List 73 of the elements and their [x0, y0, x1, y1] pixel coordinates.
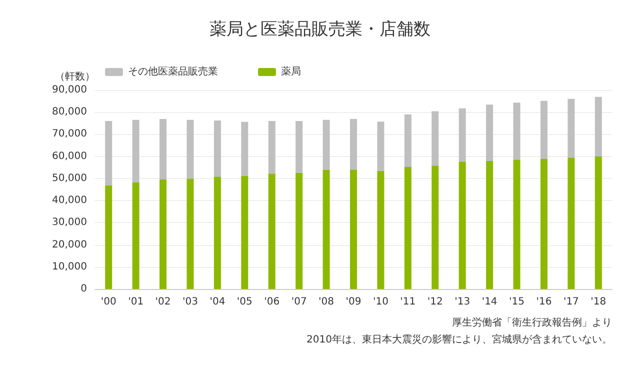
x-tick-label: '01 — [128, 296, 144, 308]
bar — [486, 104, 494, 161]
legend-label: その他医薬品販売業 — [128, 66, 218, 78]
x-tick-label: '09 — [346, 296, 362, 308]
x-tick-label: '06 — [264, 296, 280, 308]
y-tick-label: 20,000 — [52, 239, 87, 250]
bar — [132, 182, 140, 289]
bar — [458, 108, 466, 162]
bar — [214, 176, 221, 289]
bar — [377, 170, 384, 289]
x-tick-label: '05 — [236, 296, 252, 308]
y-tick-label: 10,000 — [52, 261, 87, 272]
x-tick-label: '14 — [482, 296, 498, 308]
bar — [486, 160, 494, 289]
y-tick-label: 90,000 — [52, 84, 87, 96]
bar — [404, 114, 412, 167]
bar — [458, 162, 466, 289]
text: 厚生労働省「衛生行政報告例」より — [452, 316, 612, 328]
x-tick-label: '13 — [454, 296, 470, 308]
x-tick-label: '07 — [291, 296, 307, 308]
x-tick-label: '10 — [372, 296, 388, 308]
bar — [268, 120, 276, 174]
bar — [160, 180, 167, 289]
bar — [322, 170, 330, 289]
y-tick-label: 80,000 — [52, 106, 87, 118]
y-tick-label: 40,000 — [52, 195, 87, 206]
bar — [186, 120, 194, 179]
bar — [432, 166, 439, 289]
bar — [350, 170, 357, 289]
x-tick-label: '16 — [536, 296, 552, 308]
bar — [296, 120, 303, 173]
bar — [132, 120, 140, 182]
y-tick-label: 70,000 — [52, 128, 87, 140]
bar — [540, 100, 548, 159]
bar — [377, 122, 384, 171]
x-tick-label: '18 — [590, 296, 606, 308]
x-tick-label: '00 — [100, 296, 116, 308]
bar — [241, 122, 248, 176]
bar — [322, 120, 330, 170]
x-tick-label: '08 — [318, 296, 334, 308]
bar — [432, 111, 439, 166]
bar — [214, 120, 221, 177]
y-tick-label: 60,000 — [52, 150, 87, 162]
y-tick-label: 30,000 — [52, 217, 87, 228]
y-tick-label: 0 — [80, 284, 87, 294]
legend-label: 薬局 — [281, 66, 301, 78]
bar — [268, 174, 276, 289]
bar — [568, 158, 575, 289]
x-tick-label: '12 — [427, 296, 443, 308]
x-tick-label: '02 — [155, 296, 171, 308]
x-tick-label: '04 — [210, 296, 226, 308]
text: 2010年は、東日本大震災の影響により、宮城県が含まれていない。 — [306, 334, 612, 346]
bar — [241, 176, 248, 289]
bar — [594, 96, 602, 157]
x-tick-label: '17 — [563, 296, 579, 308]
y-axis-title: （軒数） — [55, 72, 95, 82]
bar — [186, 178, 194, 289]
chart-title: 薬局と医薬品販売業・店舗数 — [210, 20, 430, 40]
x-tick-label: '11 — [400, 296, 416, 308]
bar — [105, 120, 112, 186]
bar — [105, 185, 112, 289]
bar — [160, 118, 167, 180]
bar — [296, 172, 303, 289]
bar — [513, 160, 520, 289]
bar — [540, 158, 548, 289]
bar — [594, 156, 602, 289]
x-tick-label: '15 — [509, 296, 525, 308]
x-tick-label: '03 — [182, 296, 198, 308]
bar — [513, 102, 520, 160]
bar — [404, 166, 412, 289]
y-tick-label: 50,000 — [52, 172, 87, 184]
bar — [350, 118, 357, 170]
bar — [568, 98, 575, 158]
